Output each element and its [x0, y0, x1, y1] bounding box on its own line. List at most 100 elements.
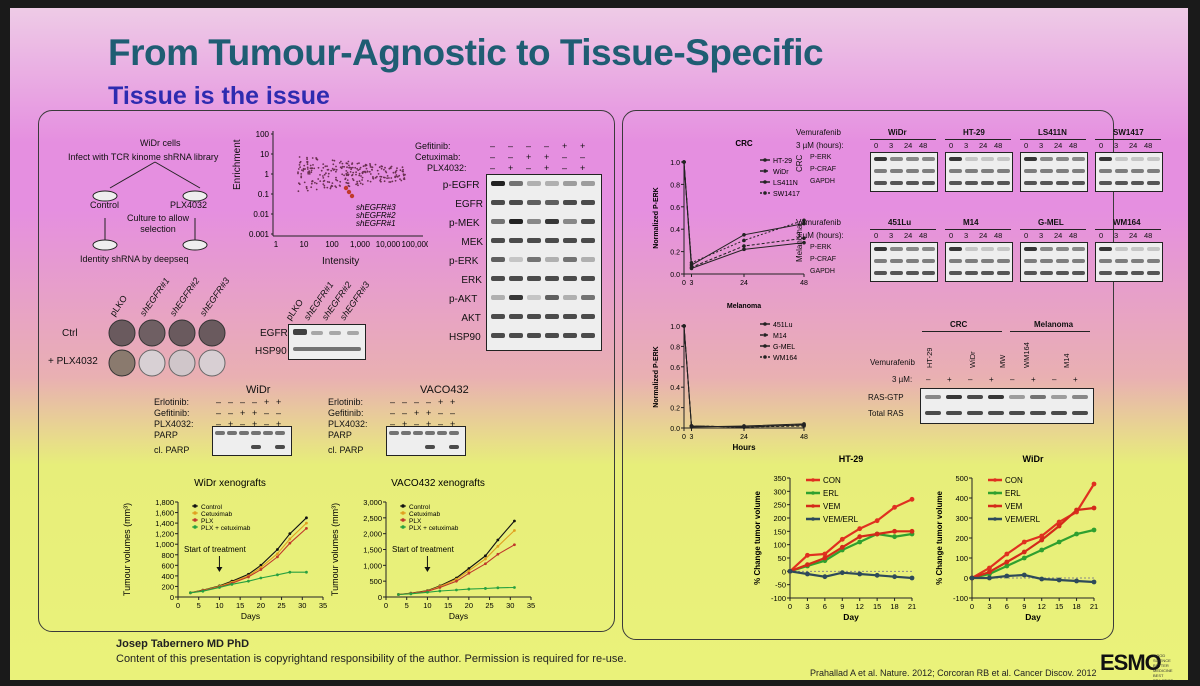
parp-condition-label: Gefitinib:	[154, 408, 190, 418]
gapdh-band	[1099, 271, 1112, 275]
blot-row-label: GAPDH	[810, 268, 835, 275]
perk-band	[1072, 247, 1085, 251]
y-axis-label: Tumour volumes (mm³)	[122, 503, 132, 596]
y-tick-label: 500	[955, 474, 968, 483]
legend-label: Cetuximab	[409, 511, 440, 518]
scatter-point	[335, 168, 338, 171]
esmo-logo: ESMO	[1100, 650, 1162, 675]
legend-marker	[763, 322, 767, 326]
parp-band	[239, 431, 249, 435]
parp-band	[263, 431, 273, 435]
ras-dose-label: 3 µM:	[892, 375, 913, 384]
scatter-point	[339, 180, 342, 183]
parp-condition-value: –	[438, 419, 444, 429]
data-point	[484, 554, 487, 558]
parp-condition-value: +	[252, 408, 258, 418]
chart-title: WiDr	[1023, 454, 1044, 464]
gapdh-band	[949, 181, 962, 185]
series-line	[789, 532, 913, 573]
scatter-point	[319, 180, 322, 182]
scatter-point	[331, 159, 334, 162]
data-point	[987, 565, 992, 571]
pcraf-band	[981, 259, 994, 263]
scatter-point	[386, 175, 389, 177]
parp-band	[215, 431, 225, 435]
scatter-point	[361, 179, 363, 181]
condition-value: –	[490, 163, 496, 173]
x-tick-label: 12	[1038, 602, 1046, 611]
parp-band	[251, 431, 261, 435]
data-point	[909, 528, 915, 534]
condition-value: +	[544, 152, 550, 162]
blot-row-label: P-ERK	[810, 154, 832, 161]
parp-condition-label: Gefitinib:	[328, 408, 364, 418]
data-point	[1091, 579, 1097, 585]
data-point	[259, 563, 263, 567]
ras-gtp-band	[988, 395, 1004, 399]
perk-band	[1099, 247, 1112, 251]
data-point	[909, 575, 915, 581]
pcraf-band	[1131, 169, 1144, 173]
scatter-point	[330, 169, 333, 172]
y-tick-label: 400	[161, 572, 174, 581]
data-point	[689, 266, 694, 271]
scatter-point	[369, 163, 371, 165]
left-panel	[38, 110, 615, 632]
scatter-point	[326, 186, 329, 189]
condition-value: –	[526, 141, 532, 151]
scatter-point	[347, 182, 350, 185]
y-tick-label: 0.6	[670, 365, 680, 372]
time-point: 3	[1039, 141, 1044, 150]
parp-condition-value: –	[228, 397, 234, 407]
scatter-point	[360, 175, 362, 177]
blot-band	[509, 257, 523, 262]
x-tick-label: 18	[890, 602, 898, 611]
ras-dose-value: –	[968, 375, 973, 384]
y-tick-label: 200	[161, 582, 174, 591]
pcraf-band	[1131, 259, 1144, 263]
scatter-point	[358, 180, 361, 183]
legend-marker	[993, 478, 997, 482]
ras-row-label: RAS-GTP	[868, 393, 904, 402]
scatter-plot: 100 10 1 0.1 0.01 0.001 1 10 100 1,000 10,000 100,…	[249, 130, 428, 249]
condition-label: PLX4032:	[427, 163, 467, 173]
blot-row-label: MEK	[461, 237, 484, 248]
blot-band	[527, 181, 541, 186]
gapdh-band	[1099, 181, 1112, 185]
gapdh-band	[965, 271, 978, 275]
pcraf-band	[1147, 259, 1160, 263]
parp-condition-value: –	[252, 397, 258, 407]
data-point	[742, 233, 746, 237]
data-point	[742, 247, 746, 252]
scatter-ytick: 0.1	[258, 190, 270, 199]
scatter-point	[399, 169, 402, 172]
pcraf-band	[1056, 169, 1069, 173]
scatter-point	[312, 164, 314, 166]
gapdh-band	[997, 271, 1010, 275]
time-label: 3 µM (hours):	[796, 141, 844, 150]
ras-dose-value: +	[947, 375, 952, 384]
data-point	[1004, 563, 1010, 569]
gapdh-band	[981, 181, 994, 185]
data-point	[689, 261, 694, 265]
author-name: Josep Tabernero MD PhD	[116, 638, 250, 650]
parp-condition-label: Erlotinib:	[154, 397, 190, 407]
blot-row-label: EGFR	[455, 199, 483, 210]
scatter-point	[392, 171, 395, 174]
legend-marker	[401, 504, 405, 508]
data-point	[247, 575, 250, 579]
pcraf-band	[874, 259, 887, 263]
condition-value: +	[544, 163, 550, 173]
perk-band	[1099, 157, 1112, 161]
cell-line-label: LS411N	[1038, 128, 1067, 137]
data-point	[909, 496, 915, 502]
ras-gtp-band	[925, 395, 941, 399]
scatter-point	[323, 173, 326, 176]
x-tick-label: 0	[970, 602, 974, 611]
data-point	[305, 570, 308, 574]
legend-marker	[193, 525, 197, 529]
time-point: 0	[874, 141, 879, 150]
y-tick-label: 0.4	[670, 385, 680, 392]
scatter-point	[391, 180, 394, 183]
scatter-point	[362, 165, 365, 168]
